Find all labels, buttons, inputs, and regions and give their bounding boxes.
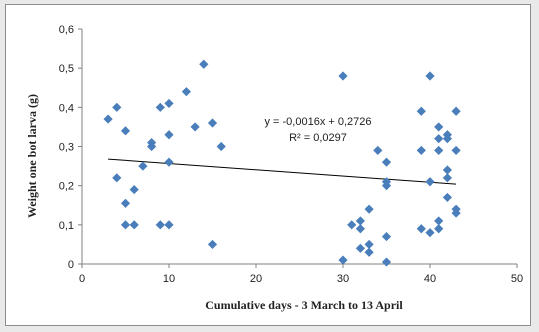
data-point xyxy=(129,184,139,195)
data-point xyxy=(164,130,174,140)
data-point xyxy=(181,87,191,97)
data-point xyxy=(216,141,226,152)
chart-frame: 0 0,1 0,2 0,3 0,4 0,5 0,6 0 10 20 30 40 50 y = -0,00… xyxy=(5,4,531,326)
data-point xyxy=(355,224,365,234)
x-tick-label: 50 xyxy=(511,273,523,285)
data-point xyxy=(120,198,131,208)
data-point xyxy=(381,257,392,267)
r-squared-label: R² = 0,0297 xyxy=(289,132,347,144)
data-points xyxy=(103,59,461,267)
data-point xyxy=(425,228,435,238)
y-tick-label: 0,6 xyxy=(59,24,74,36)
data-point xyxy=(381,157,392,167)
trendline xyxy=(108,158,457,185)
data-point xyxy=(364,239,374,250)
y-tick-label: 0,2 xyxy=(59,181,74,193)
y-tick-label: 0 xyxy=(68,259,74,271)
data-point xyxy=(451,208,461,218)
x-tick-label: 20 xyxy=(250,273,262,285)
data-point xyxy=(381,181,392,191)
data-point xyxy=(199,59,209,69)
axes xyxy=(78,28,518,268)
data-point xyxy=(155,102,165,112)
data-point xyxy=(434,122,444,132)
data-point xyxy=(442,173,452,183)
data-point xyxy=(451,106,461,116)
data-point xyxy=(355,216,365,226)
data-point xyxy=(434,145,444,156)
data-point xyxy=(416,106,426,116)
scatter-chart: 0 0,1 0,2 0,3 0,4 0,5 0,6 0 10 20 30 40 50 y = -0,00… xyxy=(25,24,523,312)
y-tick-label: 0,3 xyxy=(59,142,74,154)
data-point xyxy=(425,71,435,81)
data-point xyxy=(190,122,200,132)
data-point xyxy=(164,98,174,109)
data-point xyxy=(425,177,435,187)
data-point xyxy=(138,161,148,171)
x-axis-title: Cumulative days - 3 March to 13 April xyxy=(205,298,403,312)
y-axis-title: Weight one bot larva (g) xyxy=(25,94,39,218)
data-point xyxy=(451,145,461,156)
data-point xyxy=(338,71,348,81)
x-tick-label: 0 xyxy=(79,273,85,285)
data-point xyxy=(434,216,444,226)
data-point xyxy=(207,239,218,250)
data-point xyxy=(416,145,426,156)
data-point xyxy=(355,243,365,253)
data-point xyxy=(416,224,426,234)
data-point xyxy=(442,165,452,175)
x-tick-label: 10 xyxy=(163,273,175,285)
trendline-equation: y = -0,0016x + 0,2726 xyxy=(264,116,371,128)
data-point xyxy=(381,231,392,242)
x-tick-label: 40 xyxy=(424,273,436,285)
data-point xyxy=(120,220,131,230)
y-tick-label: 0,4 xyxy=(59,102,74,114)
data-point xyxy=(434,224,444,234)
data-point xyxy=(155,220,165,230)
y-tick-label: 0,5 xyxy=(59,63,74,75)
data-point xyxy=(442,134,452,144)
y-tick-label: 0,1 xyxy=(59,220,74,232)
data-point xyxy=(364,247,374,257)
data-point xyxy=(434,134,444,144)
data-point xyxy=(338,255,348,265)
data-point xyxy=(120,126,131,136)
data-point xyxy=(364,204,374,214)
data-point xyxy=(103,114,113,124)
data-point xyxy=(164,220,174,230)
data-point xyxy=(373,145,383,156)
trendline-group xyxy=(108,158,457,185)
x-tick-label: 30 xyxy=(337,273,349,285)
data-point xyxy=(164,157,174,167)
data-point xyxy=(112,102,122,112)
data-point xyxy=(442,192,452,203)
data-point xyxy=(207,118,218,128)
data-point xyxy=(112,173,122,183)
tick-labels: 0 0,1 0,2 0,3 0,4 0,5 0,6 0 10 20 30 40 50 xyxy=(59,24,523,285)
data-point xyxy=(147,141,157,152)
data-point xyxy=(347,220,357,230)
data-point xyxy=(129,220,139,230)
